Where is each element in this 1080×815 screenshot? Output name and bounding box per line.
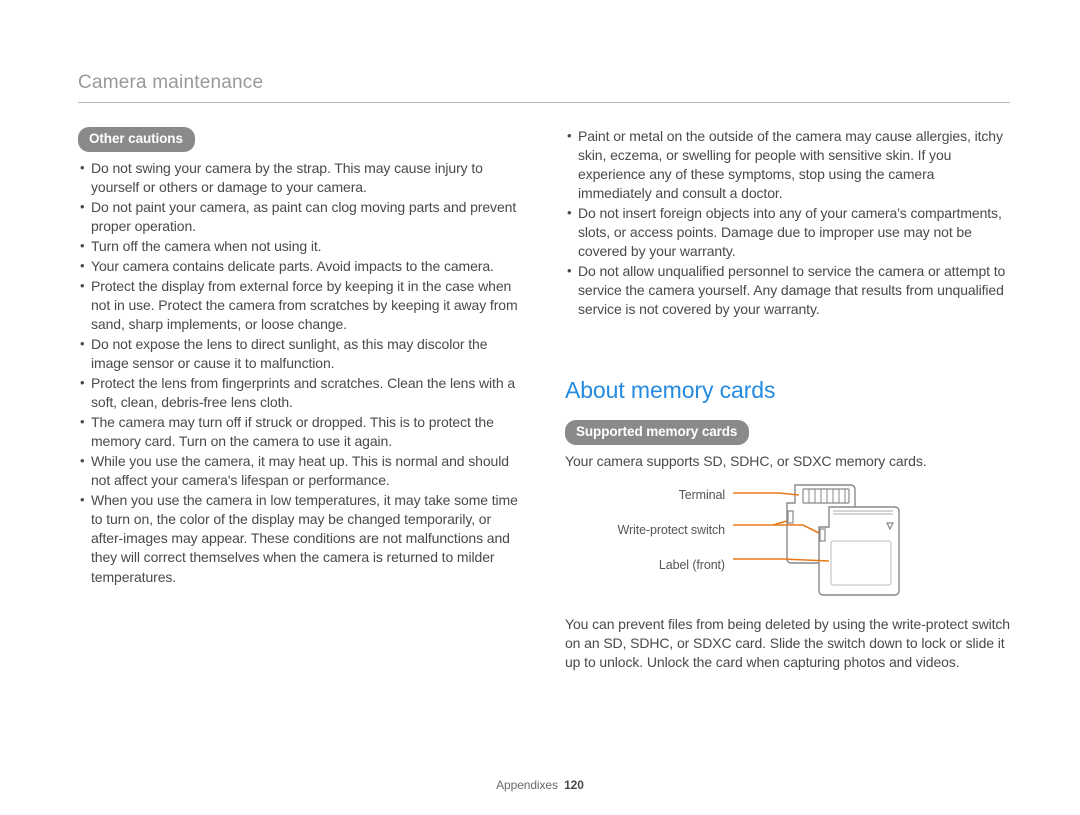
supported-intro: Your camera supports SD, SDHC, or SDXC m… [565, 452, 1010, 471]
list-item: Do not allow unqualified personnel to se… [565, 262, 1010, 319]
page-footer: Appendixes 120 [0, 777, 1080, 793]
diagram-labels: Terminal Write-protect switch Label (fro… [605, 481, 725, 574]
right-top-list: Paint or metal on the outside of the cam… [565, 127, 1010, 319]
list-item: Protect the display from external force … [78, 277, 523, 334]
list-item: Do not paint your camera, as paint can c… [78, 198, 523, 236]
label-terminal: Terminal [605, 487, 725, 504]
sd-card-svg [733, 481, 918, 601]
other-cautions-pill: Other cautions [78, 127, 195, 152]
list-item: Do not swing your camera by the strap. T… [78, 159, 523, 197]
page-header: Camera maintenance [78, 70, 1010, 96]
footer-section: Appendixes [496, 778, 558, 792]
list-item: Protect the lens from fingerprints and s… [78, 374, 523, 412]
header-rule [78, 102, 1010, 103]
list-item: Your camera contains delicate parts. Avo… [78, 257, 523, 276]
list-item: Do not insert foreign objects into any o… [565, 204, 1010, 261]
label-front: Label (front) [605, 557, 725, 574]
list-item: When you use the camera in low temperatu… [78, 491, 523, 586]
right-column: Paint or metal on the outside of the cam… [565, 127, 1010, 673]
list-item: Paint or metal on the outside of the cam… [565, 127, 1010, 203]
list-item: Do not expose the lens to direct sunligh… [78, 335, 523, 373]
list-item: The camera may turn off if struck or dro… [78, 413, 523, 451]
content-columns: Other cautions Do not swing your camera … [78, 127, 1010, 673]
list-item: While you use the camera, it may heat up… [78, 452, 523, 490]
other-cautions-list: Do not swing your camera by the strap. T… [78, 159, 523, 587]
supported-outro: You can prevent files from being deleted… [565, 615, 1010, 672]
section-title: About memory cards [565, 375, 1010, 406]
left-column: Other cautions Do not swing your camera … [78, 127, 523, 673]
supported-cards-pill: Supported memory cards [565, 420, 749, 445]
list-item: Turn off the camera when not using it. [78, 237, 523, 256]
label-write-protect: Write-protect switch [605, 522, 725, 539]
sd-card-diagram: Terminal Write-protect switch Label (fro… [605, 481, 1010, 601]
footer-page-number: 120 [564, 778, 584, 792]
